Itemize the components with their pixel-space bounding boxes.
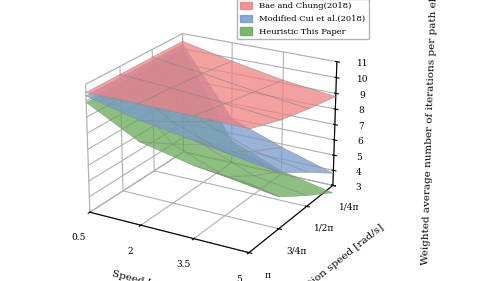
X-axis label: Speed [m/s]: Speed [m/s] <box>112 269 174 281</box>
Y-axis label: Rotation speed [rad/s]: Rotation speed [rad/s] <box>288 222 386 281</box>
Legend: Bae and Chung(2018), Modified Cui et al.(2018), Heuristic This Paper: Bae and Chung(2018), Modified Cui et al.… <box>236 0 368 39</box>
